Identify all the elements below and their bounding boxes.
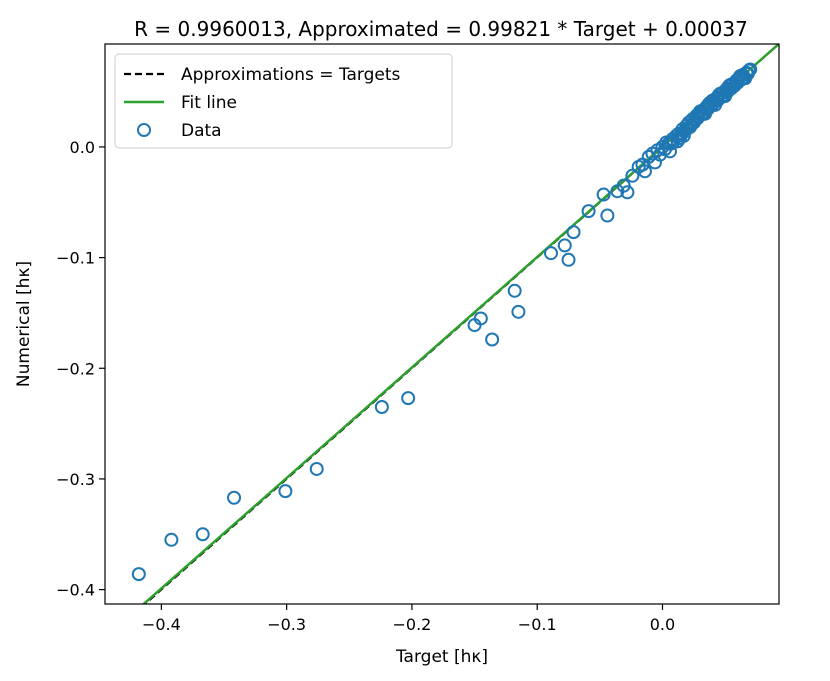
data-point — [401, 391, 416, 406]
y-tick-label: −0.1 — [56, 249, 95, 268]
data-point — [693, 104, 708, 119]
data-point — [131, 567, 146, 582]
data-point — [278, 484, 293, 499]
legend-label-data: Data — [181, 121, 222, 141]
data-point — [561, 252, 576, 267]
data-point — [723, 77, 738, 92]
x-tick-label: 0.0 — [650, 615, 675, 634]
plot-area: −0.4 −0.3 −0.2 −0.1 0.0 −0.4 −0.3 −0.2 −0.1 0.0 — [56, 43, 780, 634]
legend-data-circle-icon — [137, 123, 151, 137]
x-tick-label: −0.1 — [518, 615, 557, 634]
data-point — [309, 461, 324, 476]
data-point — [664, 136, 679, 151]
data-point — [473, 311, 488, 326]
chart-title: R = 0.9960013, Approximated = 0.99821 * … — [134, 17, 748, 41]
data-point — [620, 185, 635, 200]
data-point — [374, 400, 389, 415]
data-point — [566, 225, 581, 240]
data-point — [485, 332, 500, 347]
x-tick-label: −0.2 — [393, 615, 432, 634]
data-point — [227, 490, 242, 505]
data-point — [581, 204, 596, 219]
legend-label-reference: Approximations = Targets — [181, 65, 401, 85]
data-points — [131, 62, 758, 582]
data-point — [596, 187, 611, 202]
data-point — [507, 283, 522, 298]
data-point — [511, 304, 526, 319]
data-point — [713, 86, 728, 101]
data-point — [543, 246, 558, 261]
y-tick-label: −0.2 — [56, 359, 95, 378]
data-point — [637, 164, 652, 179]
x-tick-label: −0.4 — [142, 615, 181, 634]
data-point — [557, 238, 572, 253]
legend: Approximations = Targets Fit line Data — [114, 53, 453, 149]
y-axis-ticks: −0.4 −0.3 −0.2 −0.1 0.0 — [56, 138, 105, 600]
data-point — [703, 95, 718, 110]
x-axis-ticks: −0.4 −0.3 −0.2 −0.1 0.0 — [142, 604, 675, 634]
plot-frame — [104, 43, 780, 605]
y-tick-label: 0.0 — [70, 138, 95, 157]
legend-box — [114, 53, 453, 149]
data-point — [683, 120, 698, 135]
data-point — [164, 532, 179, 547]
legend-label-fit: Fit line — [181, 93, 237, 113]
x-tick-label: −0.3 — [267, 615, 306, 634]
x-axis-label: Target [hκ] — [395, 647, 488, 667]
data-point — [195, 527, 210, 542]
data-point — [616, 178, 631, 193]
y-tick-label: −0.4 — [56, 581, 95, 600]
y-axis-label: Numerical [hκ] — [14, 261, 34, 387]
data-point — [733, 69, 748, 84]
y-tick-label: −0.3 — [56, 470, 95, 489]
data-point — [600, 208, 615, 223]
